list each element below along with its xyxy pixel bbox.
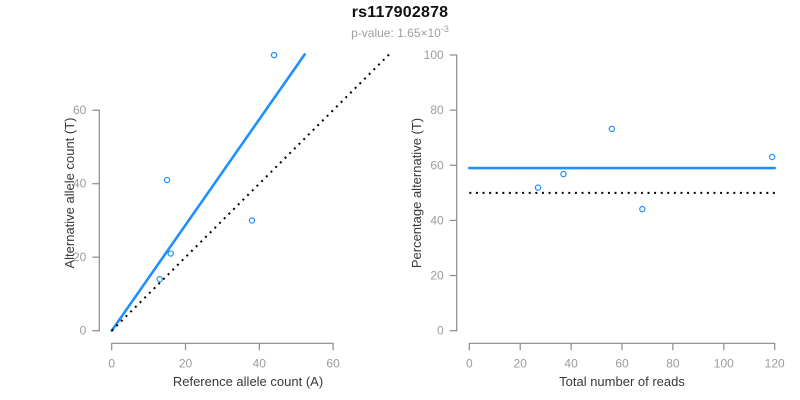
y-tick-label: 80	[430, 103, 444, 117]
x-tick-label: 100	[714, 356, 734, 370]
data-point	[270, 51, 278, 59]
pvalue-subtitle: p-value: 1.65×10-3	[0, 24, 800, 40]
x-tick-label: 20	[514, 356, 528, 370]
fit-line	[110, 53, 306, 333]
x-tick-label: 120	[765, 356, 785, 370]
y-tick-label: 60	[73, 103, 87, 117]
percentage-vs-reads-scatter: 0 20 40 60 80 100 120 0 20 40 60 80 100	[424, 48, 785, 370]
data-point	[248, 217, 256, 224]
x-tick-label: 0	[466, 356, 473, 370]
x-tick-label: 60	[326, 356, 340, 370]
x-tick-label: 40	[564, 356, 578, 370]
x-tick-label: 80	[666, 356, 680, 370]
data-point	[167, 250, 174, 257]
y-tick-label: 20	[73, 250, 87, 264]
x-tick-label: 60	[615, 356, 629, 370]
pvalue-exponent: -3	[440, 24, 449, 34]
x-tick-label: 0	[108, 356, 115, 370]
identity-line	[110, 52, 392, 332]
y-tick-label: 20	[430, 269, 444, 283]
data-point	[608, 125, 616, 133]
y-tick-label: 40	[73, 177, 87, 191]
data-point	[163, 176, 171, 184]
right-x-axis-label: Total number of reads	[559, 374, 685, 389]
data-point	[639, 205, 646, 213]
y-tick-label: 40	[430, 213, 444, 227]
x-tick-label: 40	[253, 356, 267, 370]
left-x-axis-label: Reference allele count (A)	[172, 374, 324, 389]
x-tick-label: 20	[179, 356, 193, 370]
y-tick-label: 60	[430, 158, 444, 172]
data-point	[560, 170, 567, 178]
page-title: rs117902878	[351, 4, 449, 21]
data-point	[534, 184, 542, 191]
y-tick-label: 100	[424, 48, 444, 62]
allele-count-scatter: 0 20 40 60 0 20 40 60	[73, 51, 392, 370]
pvalue-text: p-value: 1.65×10	[351, 26, 441, 40]
data-point	[156, 276, 163, 283]
data-point	[768, 153, 776, 161]
y-tick-label: 0	[437, 324, 444, 338]
y-tick-label: 0	[80, 324, 87, 338]
